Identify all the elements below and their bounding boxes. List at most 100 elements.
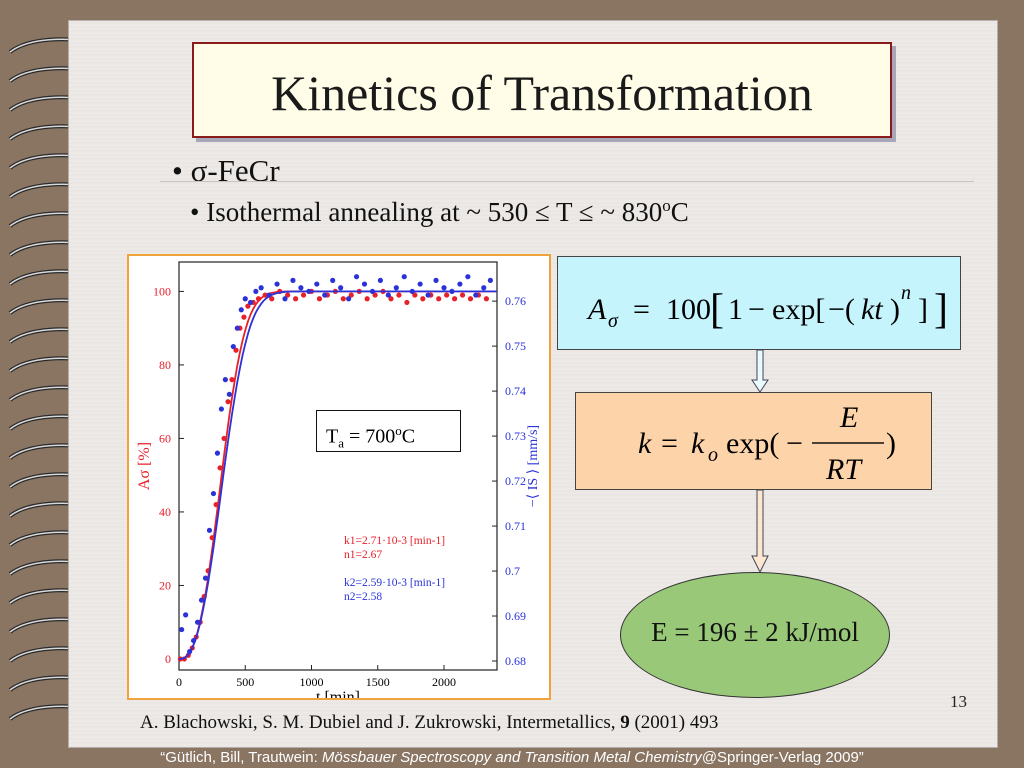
temperature-label-box: Ta = 700oC — [316, 410, 461, 452]
bullet2-sup: o — [662, 196, 671, 215]
ta-main: T — [326, 425, 339, 448]
data-point-1 — [209, 535, 215, 541]
x-tick-label: 1500 — [366, 675, 390, 689]
data-point-2 — [346, 296, 352, 302]
ta-mid: = 700 — [344, 425, 396, 448]
data-point-1 — [412, 292, 418, 298]
avrami-equation-box: A σ = 100 [ 1 − exp[ −( kt ) n ] ] — [557, 256, 961, 350]
data-point-2 — [353, 274, 360, 280]
svg-text:=: = — [633, 293, 650, 326]
ta-end: C — [401, 425, 416, 448]
kinetics-figure: 0 500 1000 1500 2000 0 20 40 60 80 100 0.68 0.69 0.7 0… — [127, 254, 551, 706]
data-point-1 — [420, 296, 426, 302]
ta-sup: o — [395, 423, 402, 438]
data-point-1 — [467, 296, 474, 302]
x-tick-label: 500 — [236, 675, 254, 689]
svg-text:A: A — [586, 293, 607, 326]
data-point-1 — [436, 296, 442, 302]
data-point-1 — [388, 296, 394, 302]
data-point-2 — [234, 325, 240, 331]
data-point-2 — [417, 281, 423, 287]
plot-frame — [178, 261, 498, 671]
data-point-2 — [401, 274, 407, 280]
data-point-1 — [285, 292, 291, 298]
x-tick-label: 0 — [176, 675, 182, 689]
svg-text:exp(: exp( — [726, 427, 779, 460]
n1-annotation: n1=2.67 — [344, 549, 382, 561]
data-point-1 — [225, 399, 231, 405]
data-point-2 — [258, 285, 264, 291]
data-point-2 — [230, 343, 236, 350]
data-point-2 — [441, 285, 447, 291]
svg-text:]: ] — [918, 293, 928, 326]
svg-text:[: [ — [710, 287, 724, 333]
title-box: Kinetics of Transformation — [192, 42, 892, 138]
y2-tick-label: 0.75 — [505, 339, 526, 353]
y2-tick-label: 0.71 — [505, 519, 526, 533]
data-point-2 — [473, 292, 479, 298]
data-point-2 — [369, 288, 376, 295]
reference-authors: A. Blachowski, S. M. Dubiel and J. Zukro… — [140, 712, 621, 733]
data-point-1 — [217, 465, 223, 471]
y2-tick-label: 0.76 — [505, 294, 526, 308]
svg-text:]: ] — [934, 287, 948, 333]
bullet-isothermal: • Isothermal annealing at ~ 530 ≤ T ≤ ~ … — [190, 196, 689, 227]
data-point-2 — [457, 281, 463, 287]
y2-tick-label: 0.69 — [505, 609, 526, 623]
svg-text:E: E — [839, 401, 858, 434]
footer-credit: “Gütlich, Bill, Trautwein: Mössbauer Spe… — [0, 748, 1024, 768]
data-point-2 — [266, 292, 272, 298]
data-point-2 — [393, 285, 399, 291]
data-point-2 — [210, 490, 217, 497]
svg-text:o: o — [708, 444, 718, 466]
data-point-2 — [253, 288, 259, 295]
svg-text:): ) — [890, 293, 900, 326]
data-point-1 — [213, 501, 219, 508]
data-point-1 — [293, 296, 299, 302]
fit-curve-2 — [178, 290, 497, 660]
reference-citation: A. Blachowski, S. M. Dubiel and J. Zukro… — [140, 712, 718, 734]
fit-curve-1 — [178, 290, 497, 660]
data-point-2 — [385, 292, 391, 298]
arrhenius-equation-box: k = k o exp( − E RT ) — [575, 392, 932, 490]
data-point-2 — [206, 527, 213, 533]
y-tick-label: 40 — [159, 505, 171, 519]
y-tick-label: 80 — [159, 358, 171, 372]
data-point-2 — [187, 649, 193, 655]
page-number: 13 — [950, 692, 967, 711]
data-point-2 — [306, 288, 312, 295]
footer-prefix: “Gütlich, Bill, Trautwein: — [160, 749, 322, 766]
bullet1-text: -FeCr — [207, 153, 280, 188]
avrami-equation: A σ = 100 [ 1 − exp[ −( kt ) n ] ] — [586, 282, 948, 333]
svg-text:−: − — [786, 427, 803, 460]
svg-text:1: 1 — [728, 293, 743, 326]
x-axis-label: t [min] — [316, 689, 360, 698]
data-point-2 — [198, 597, 205, 603]
data-point-2 — [298, 285, 304, 291]
data-point-1 — [262, 292, 268, 298]
data-point-2 — [274, 281, 280, 287]
y2-tick-label: 0.74 — [505, 384, 526, 398]
y2-tick-label: 0.72 — [505, 474, 526, 488]
data-point-2 — [179, 626, 185, 633]
ta-sub: a — [338, 435, 344, 451]
data-point-1 — [483, 296, 489, 302]
data-point-2 — [222, 377, 228, 383]
data-point-1 — [364, 296, 370, 302]
x-tick-label: 1000 — [300, 675, 324, 689]
data-point-1 — [444, 292, 450, 298]
data-point-1 — [459, 292, 466, 298]
reference-volume: 9 — [620, 712, 630, 733]
data-point-2 — [282, 296, 288, 302]
bullet2-text: Isothermal annealing at ~ 530 ≤ T ≤ ~ 83… — [206, 197, 663, 227]
svg-text:RT: RT — [825, 453, 863, 486]
svg-text:σ: σ — [608, 310, 619, 332]
down-arrow-2 — [751, 490, 769, 574]
bullet-sigma-fecr: • σ-FeCr — [172, 153, 280, 188]
data-point-2 — [361, 281, 368, 287]
data-point-1 — [396, 292, 402, 298]
arrhenius-equation: k = k o exp( − E RT ) — [638, 401, 896, 486]
data-point-2 — [377, 277, 383, 283]
x-tick-label: 2000 — [432, 675, 456, 689]
svg-text:=: = — [661, 427, 678, 460]
